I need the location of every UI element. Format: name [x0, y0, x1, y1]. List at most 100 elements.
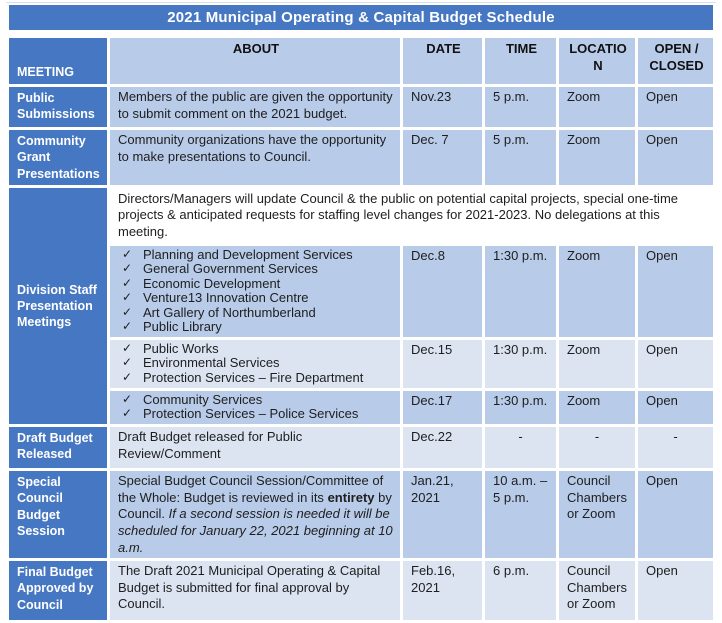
- checklist-item-label: Venture13 Innovation Centre: [143, 290, 309, 306]
- checkmark-icon: ✓: [122, 261, 133, 276]
- checklist-item-label: Protection Services – Fire Department: [143, 370, 364, 385]
- time-cell: 1:30 p.m.: [485, 339, 556, 388]
- schedule-row-division-session-2: ✓ Public Works ✓ Environmental Services ✓ P…: [9, 339, 713, 388]
- about-checklist-cell: ✓ Public Works ✓ Environmental Services ✓ P…: [110, 339, 400, 388]
- about-cell: Members of the public are given the oppo…: [110, 87, 400, 127]
- about-cell: Draft Budget released for Public Review/…: [110, 427, 400, 468]
- checklist-item: ✓ Protection Services – Fire Department: [120, 370, 394, 386]
- location-cell: Council Chambers or Zoom: [559, 561, 635, 621]
- open-closed-cell: Open: [638, 245, 713, 337]
- location-cell: Zoom: [559, 390, 635, 424]
- about-checklist-cell: ✓ Community Services ✓ Protection Services…: [110, 390, 400, 424]
- meeting-cell: Community Grant Presentations: [9, 130, 107, 185]
- checklist-item: ✓ Venture13 Innovation Centre: [120, 291, 394, 306]
- open-closed-cell: Open: [638, 339, 713, 388]
- checkmark-icon: ✓: [122, 406, 133, 421]
- budget-schedule-table: MEETING ABOUT DATE TIME LOCATION OPEN / …: [6, 35, 716, 623]
- meeting-cell: Final Budget Approved by Council: [9, 561, 107, 621]
- meeting-cell: Division Staff Presentation Meetings: [9, 187, 107, 424]
- checkmark-icon: ✓: [122, 275, 133, 290]
- division-intro-cell: Directors/Managers will update Council &…: [110, 187, 713, 243]
- checklist-item: ✓ Art Gallery of Northumberland: [120, 304, 394, 321]
- date-cell: Dec.15: [403, 339, 482, 388]
- about-text: Special Budget Council Session/Committee…: [118, 473, 384, 505]
- checklist-item: ✓ Public Library: [120, 320, 394, 335]
- checklist-item-label: Public Library: [143, 319, 222, 335]
- open-closed-cell: Open: [638, 471, 713, 559]
- checklist-item-label: General Government Services: [143, 261, 318, 277]
- column-header-about: ABOUT: [110, 38, 400, 84]
- checklist-item: ✓ Public Works: [120, 340, 394, 357]
- checklist-item: ✓ Community Services: [120, 391, 394, 408]
- date-cell: Jan.21, 2021: [403, 471, 482, 559]
- checkmark-icon: ✓: [122, 355, 133, 370]
- time-cell: 5 p.m.: [485, 130, 556, 185]
- checklist-item-label: Art Gallery of Northumberland: [143, 304, 316, 320]
- page-title: 2021 Municipal Operating & Capital Budge…: [9, 5, 713, 30]
- meeting-cell: Public Submissions: [9, 87, 107, 127]
- checklist-item: ✓ Environmental Services: [120, 356, 394, 371]
- date-cell: Dec.8: [403, 245, 482, 337]
- checklist-item-label: Public Works: [143, 340, 219, 356]
- column-header-time: TIME: [485, 38, 556, 84]
- meeting-cell: Special Council Budget Session: [9, 471, 107, 559]
- checkmark-icon: ✓: [122, 246, 133, 261]
- open-closed-cell: Open: [638, 561, 713, 621]
- about-checklist-cell: ✓ Planning and Development Services ✓ Gene…: [110, 245, 400, 337]
- open-closed-cell: Open: [638, 130, 713, 185]
- column-header-meeting: MEETING: [9, 38, 107, 84]
- checklist-item-label: Community Services: [143, 391, 263, 407]
- budget-schedule-page: 2021 Municipal Operating & Capital Budge…: [6, 2, 716, 623]
- location-cell: Zoom: [559, 130, 635, 185]
- checklist-item: ✓ General Government Services: [120, 262, 394, 277]
- open-closed-cell: -: [638, 427, 713, 468]
- location-cell: -: [559, 427, 635, 468]
- about-cell: Community organizations have the opportu…: [110, 130, 400, 185]
- time-cell: 5 p.m.: [485, 87, 556, 127]
- checkmark-icon: ✓: [122, 304, 133, 319]
- time-cell: 1:30 p.m.: [485, 245, 556, 337]
- checklist-item-label: Protection Services – Police Services: [143, 406, 359, 422]
- table-header-row: MEETING ABOUT DATE TIME LOCATION OPEN / …: [9, 38, 713, 84]
- time-cell: -: [485, 427, 556, 468]
- service-checklist: ✓ Public Works ✓ Environmental Services ✓ P…: [118, 340, 394, 386]
- column-header-date: DATE: [403, 38, 482, 84]
- service-checklist: ✓ Planning and Development Services ✓ Gene…: [118, 246, 394, 335]
- date-cell: Dec. 7: [403, 130, 482, 185]
- checklist-item: ✓ Planning and Development Services: [120, 246, 394, 263]
- column-header-location: LOCATION: [559, 38, 635, 84]
- checklist-item-label: Planning and Development Services: [143, 246, 353, 262]
- checkmark-icon: ✓: [122, 290, 133, 305]
- checkmark-icon: ✓: [122, 340, 133, 355]
- about-cell: Special Budget Council Session/Committee…: [110, 471, 400, 559]
- checkmark-icon: ✓: [122, 319, 133, 334]
- checkmark-icon: ✓: [122, 391, 133, 406]
- location-cell: Zoom: [559, 339, 635, 388]
- schedule-row-special-session: Special Council Budget Session Special B…: [9, 471, 713, 559]
- schedule-row-division-intro: Division Staff Presentation Meetings Dir…: [9, 187, 713, 424]
- about-cell: The Draft 2021 Municipal Operating & Cap…: [110, 561, 400, 621]
- open-closed-cell: Open: [638, 87, 713, 127]
- about-text-italic: If a second session is needed it will be…: [118, 506, 393, 555]
- about-text: by Council.: [118, 489, 392, 522]
- checklist-item: ✓ Protection Services – Police Services: [120, 407, 394, 422]
- schedule-row-division-session-3: ✓ Community Services ✓ Protection Services…: [9, 390, 713, 424]
- date-cell: Dec.22: [403, 427, 482, 468]
- time-cell: 1:30 p.m.: [485, 390, 556, 424]
- location-cell: Zoom: [559, 87, 635, 127]
- schedule-row-draft-budget: Draft Budget Released Draft Budget relea…: [9, 427, 713, 468]
- meeting-cell: Draft Budget Released: [9, 427, 107, 468]
- date-cell: Dec.17: [403, 390, 482, 424]
- schedule-row-public-submissions: Public Submissions Members of the public…: [9, 87, 713, 127]
- checkmark-icon: ✓: [122, 370, 133, 384]
- top-border-line: [6, 2, 716, 3]
- time-cell: 6 p.m.: [485, 561, 556, 621]
- checklist-item: ✓ Economic Development: [120, 275, 394, 292]
- location-cell: Zoom: [559, 245, 635, 337]
- schedule-row-community-grant: Community Grant Presentations Community …: [9, 130, 713, 185]
- time-cell: 10 a.m. – 5 p.m.: [485, 471, 556, 559]
- open-closed-cell: Open: [638, 390, 713, 424]
- date-cell: Nov.23: [403, 87, 482, 127]
- checklist-item-label: Economic Development: [143, 275, 281, 291]
- about-text-bold: entirety: [327, 489, 375, 505]
